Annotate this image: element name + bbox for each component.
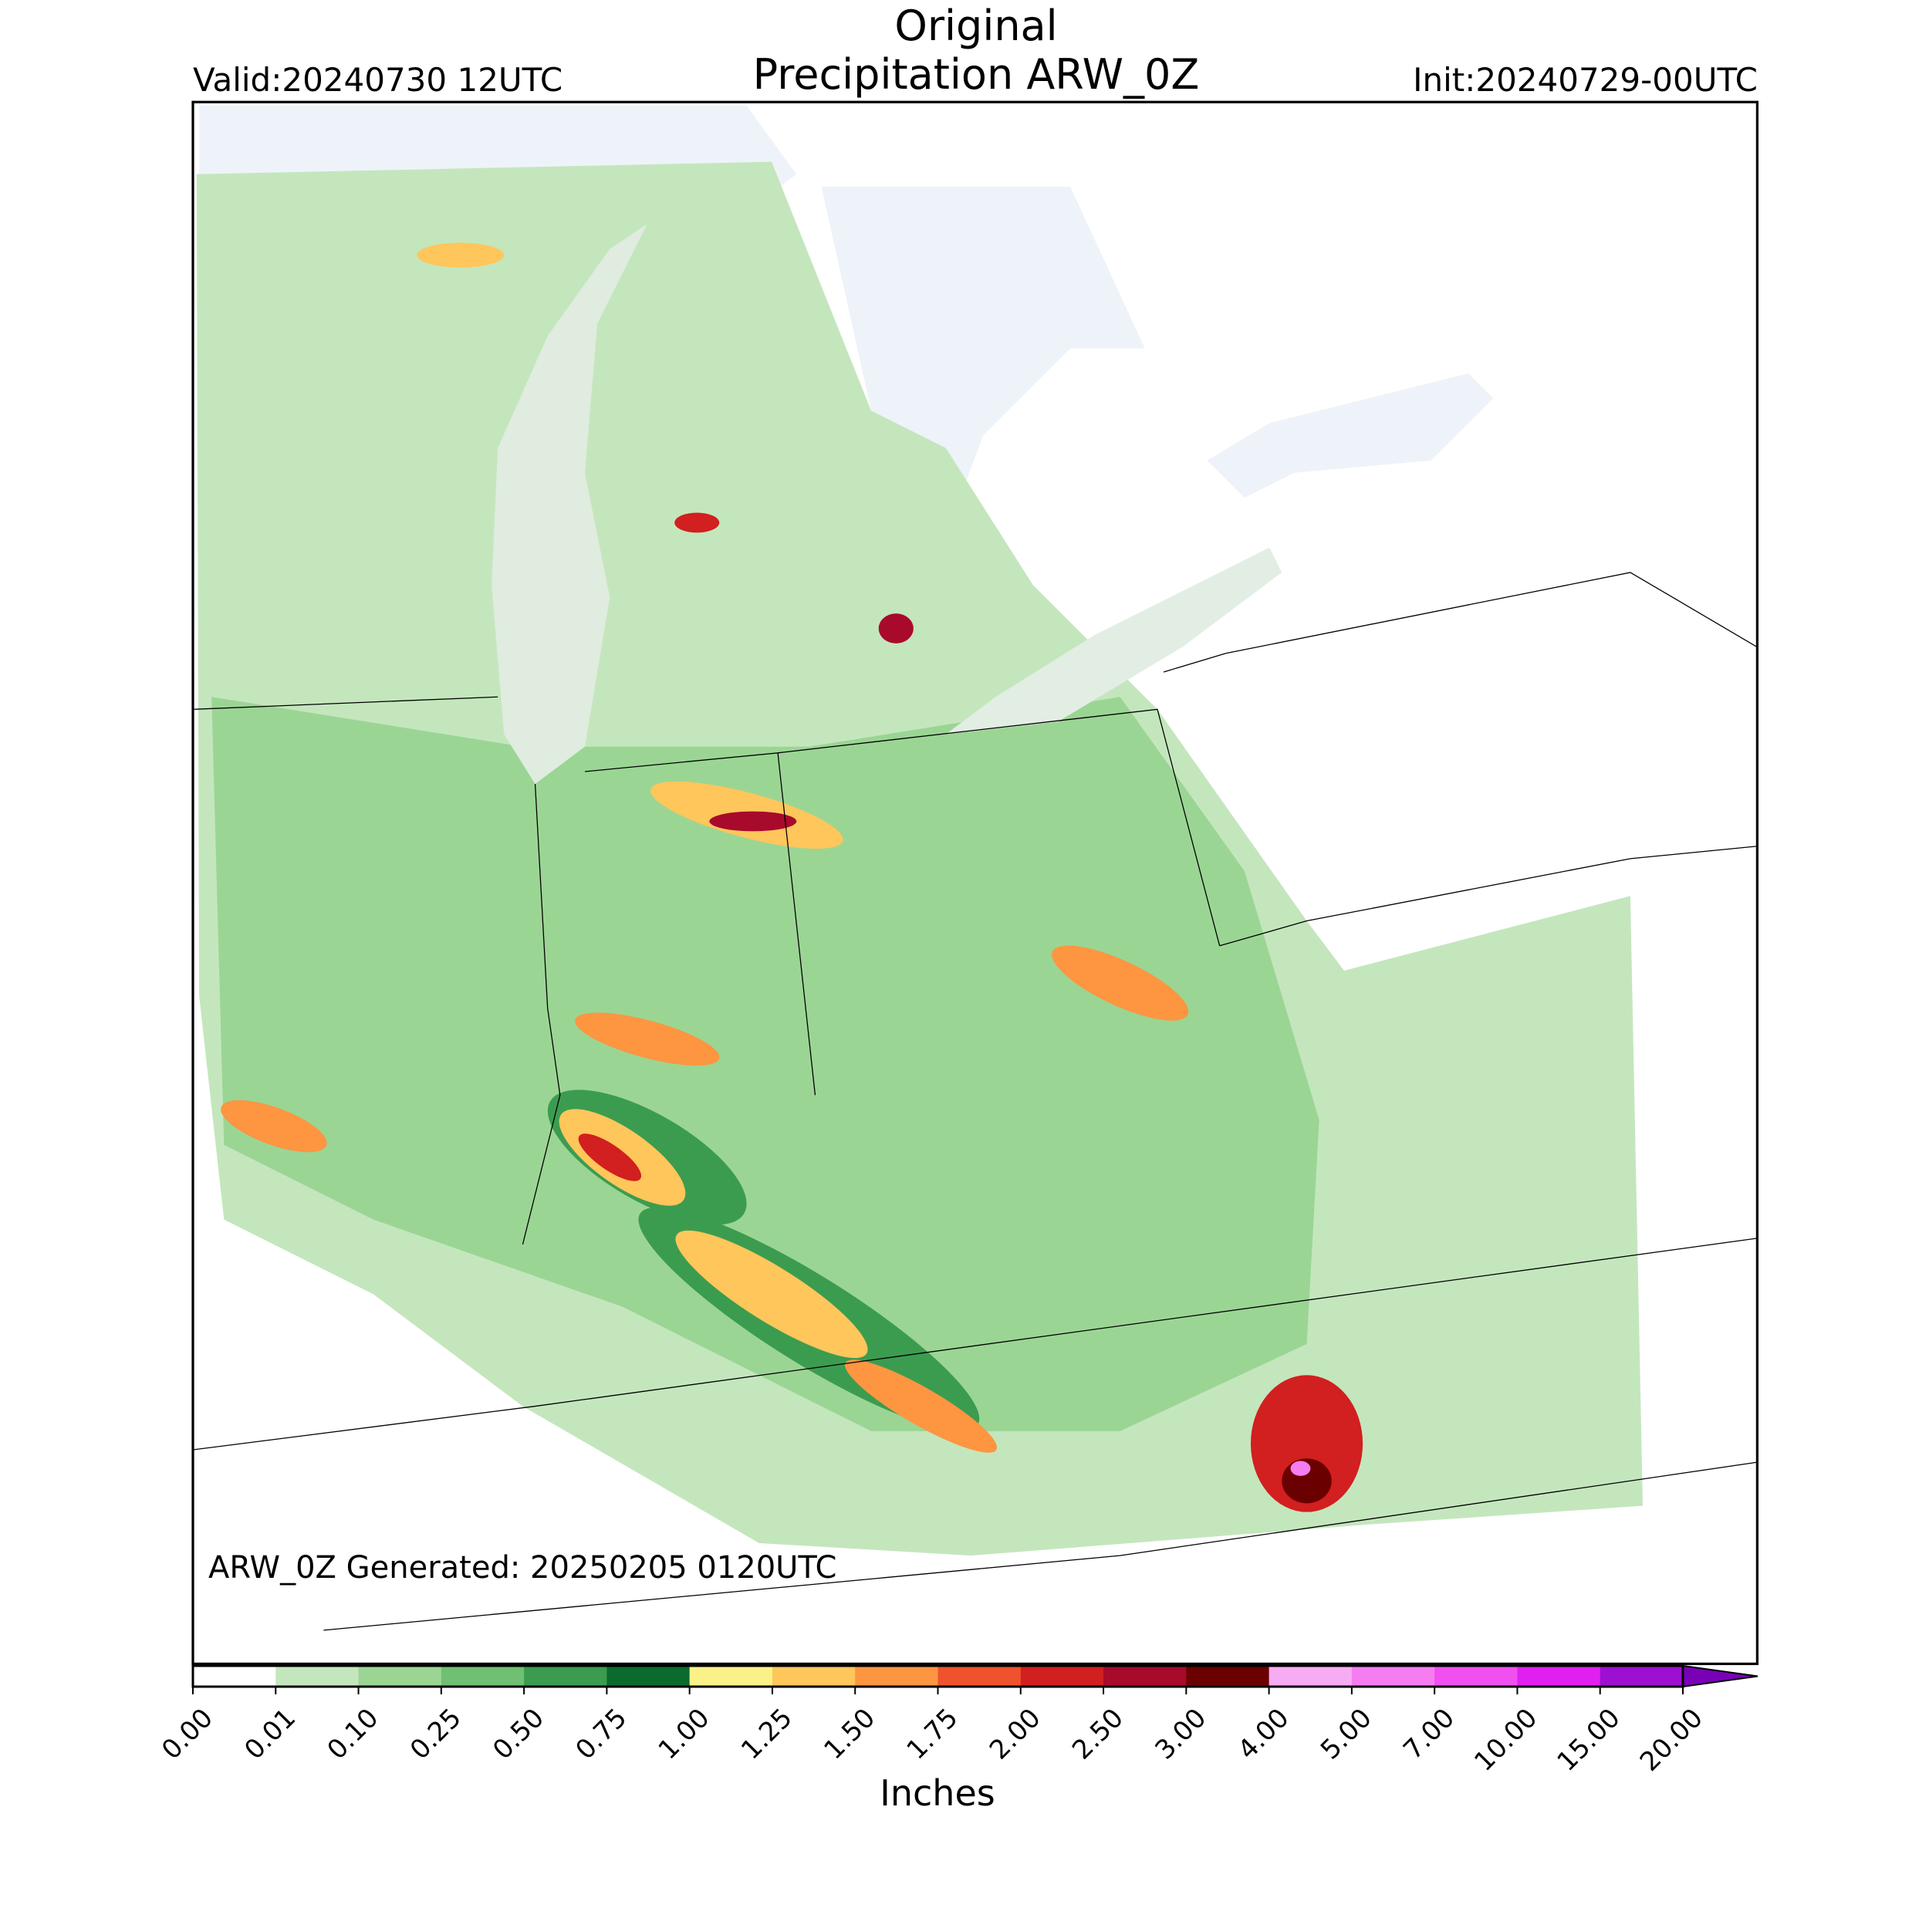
- colorbar-segment: [689, 1666, 773, 1687]
- generated-note: ARW_0Z Generated: 20250205 0120UTC: [208, 1550, 836, 1586]
- colorbar-tick-label: 1.50: [818, 1703, 881, 1766]
- map-content: [192, 102, 1758, 1664]
- colorbar-segment: [937, 1666, 1022, 1687]
- colorbar-extension: [1682, 1664, 1758, 1688]
- colorbar-segment: [1269, 1666, 1353, 1687]
- colorbar-tick-label: 1.00: [653, 1703, 716, 1766]
- colorbar-segment: [1020, 1666, 1104, 1687]
- lake-erie: [945, 547, 1282, 735]
- colorbar-tick-label: 7.00: [1397, 1703, 1461, 1766]
- colorbar: 0.00 0.01 0.10 0.25 0.50 0.75 1.00 1.25 1.50 1.75…: [156, 1664, 1758, 1778]
- lake-ontario: [1207, 373, 1494, 498]
- colorbar-tick-label: 4.00: [1232, 1703, 1296, 1766]
- colorbar-segment: [275, 1666, 360, 1687]
- colorbar-tick-label: 0.00: [156, 1703, 219, 1766]
- colorbar-tick-label: 5.00: [1315, 1703, 1378, 1766]
- init-time: Init:20240729-00UTC: [1413, 61, 1758, 99]
- colorbar-segment: [606, 1666, 691, 1687]
- colorbar-tick-label: 0.01: [238, 1703, 302, 1766]
- colorbar-segment: [1434, 1666, 1518, 1687]
- lake-michigan: [492, 224, 647, 785]
- colorbar-tick-label: 20.00: [1634, 1703, 1709, 1778]
- colorbar-segment: [1103, 1666, 1187, 1687]
- colorbar-tick-label: 0.25: [404, 1703, 468, 1766]
- colorbar-tick-label: 2.00: [984, 1703, 1047, 1766]
- colorbar-tick-label: 0.50: [487, 1703, 550, 1766]
- precip-medium: [211, 697, 1319, 1431]
- colorbar-segment: [772, 1666, 856, 1687]
- valid-time: Valid:20240730 12UTC: [193, 61, 562, 99]
- colorbar-segment: [1600, 1666, 1684, 1687]
- colorbar-segment: [1517, 1666, 1601, 1687]
- colorbar-tick-label: 1.25: [735, 1703, 799, 1766]
- colorbar-segment: [524, 1666, 607, 1687]
- colorbar-tick-label: 0.10: [322, 1703, 385, 1766]
- colorbar-segment: [358, 1666, 442, 1687]
- colorbar-tick-label: 2.50: [1066, 1703, 1130, 1766]
- colorbar-segment: [1186, 1666, 1270, 1687]
- title: Original: [894, 2, 1057, 50]
- colorbar-tick-label: 10.00: [1468, 1703, 1543, 1778]
- precip-heavy: [221, 242, 1363, 1512]
- colorbar-segment: [441, 1666, 525, 1687]
- map-frame: [191, 100, 1759, 1666]
- colorbar-tick-label: 1.75: [901, 1703, 964, 1766]
- colorbar-segment: [855, 1666, 938, 1687]
- borders: [192, 572, 1758, 1631]
- colorbar-segment: [1351, 1666, 1435, 1687]
- colorbar-segment: [193, 1666, 276, 1687]
- colorbar-tick-label: 15.00: [1552, 1703, 1627, 1778]
- colorbar-label: Inches: [880, 1772, 995, 1814]
- colorbar-tick-label: 3.00: [1149, 1703, 1212, 1766]
- title: Precipitation ARW_0Z: [753, 50, 1200, 99]
- map: [191, 100, 1759, 1666]
- colorbar-tick-label: 0.75: [569, 1703, 633, 1766]
